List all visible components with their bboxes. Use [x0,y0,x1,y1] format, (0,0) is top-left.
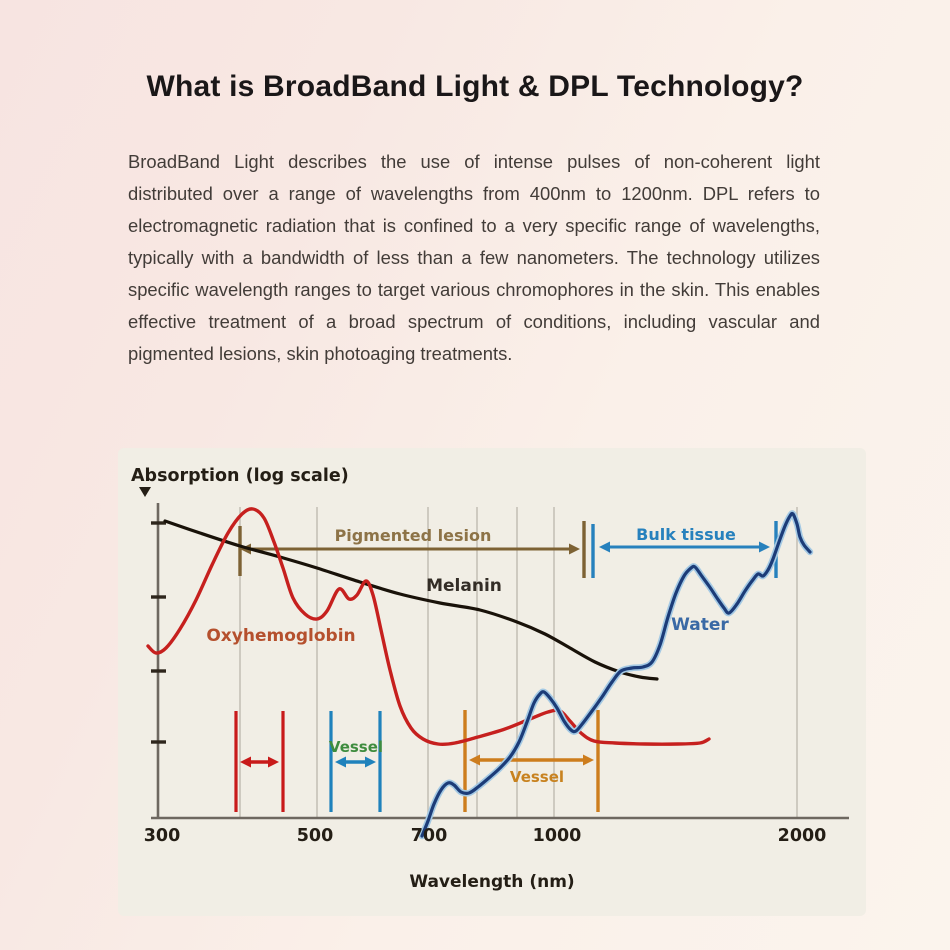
vessel-band-blue: Vessel [329,711,383,812]
absorption-chart-container: Vessel Vessel Pigmented lesion Bulk tissue O… [0,440,950,920]
gridlines [239,507,798,818]
x-axis-title: Wavelength (nm) [409,872,574,892]
vessel-band-blue-label: Vessel [329,738,383,756]
absorption-chart: Vessel Vessel Pigmented lesion Bulk tissue O… [118,448,866,916]
vessel-band-orange: Vessel [463,710,600,812]
x-tick-700: 700 [411,826,448,846]
oxyhemoglobin-curve [146,507,711,747]
y-axis-title: Absorption (log scale) [131,466,349,486]
pigmented-lesion-range-label: Pigmented lesion [335,526,492,545]
x-tick-300: 300 [144,826,181,846]
axes [151,503,849,820]
x-tick-1000: 1000 [533,826,582,846]
x-tick-500: 500 [297,826,334,846]
melanin-label: Melanin [426,576,502,596]
intro-paragraph: BroadBand Light describes the use of int… [128,151,820,364]
vessel-band-orange-label: Vessel [510,768,564,786]
bulk-tissue-range-label: Bulk tissue [636,525,736,544]
melanin-curve [163,519,659,681]
x-tick-2000: 2000 [778,826,827,846]
oxyhemoglobin-label: Oxyhemoglobin [206,626,355,646]
water-curve [418,510,814,840]
page-title: What is BroadBand Light & DPL Technology… [146,70,804,103]
water-label: Water [671,615,729,635]
pigmented-lesion-range: Pigmented lesion [238,521,586,578]
down-arrow-icon [139,487,151,497]
vessel-band-red [234,711,285,812]
chart-background [118,448,866,916]
